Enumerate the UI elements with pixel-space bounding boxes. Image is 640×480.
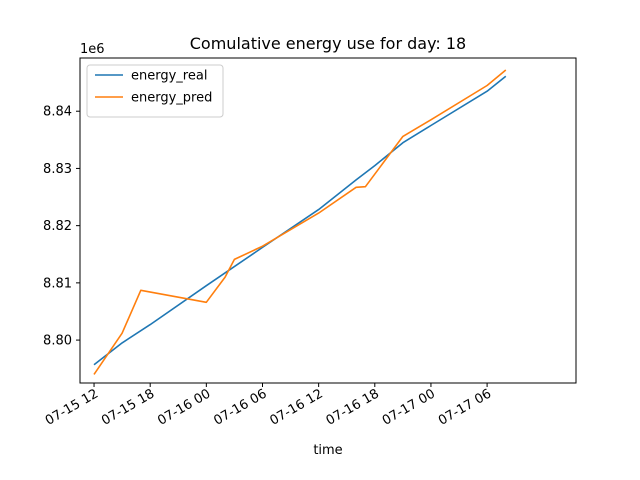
series-line-energy_real — [93, 75, 507, 366]
legend-label-energy_pred: energy_pred — [131, 91, 212, 106]
y-tick-label: 8.83 — [43, 162, 72, 177]
legend-label-energy_real: energy_real — [131, 69, 207, 84]
x-tick-label: 07-15 18 — [99, 386, 157, 428]
series-layer — [93, 69, 507, 375]
x-tick-label: 07-15 12 — [43, 386, 101, 428]
x-tick-label: 07-17 06 — [436, 386, 494, 428]
x-axis-label: time — [313, 443, 342, 458]
x-tick-label: 07-16 00 — [155, 386, 213, 428]
legend-box — [86, 64, 224, 118]
y-offset-label: 1e6 — [80, 42, 105, 57]
x-tick-label: 07-16 12 — [268, 386, 326, 428]
x-tick-label: 07-17 00 — [380, 386, 438, 428]
y-axis: 8.80 8.81 8.82 8.83 8.84 — [43, 105, 80, 349]
x-tick-label: 07-16 18 — [324, 386, 382, 428]
series-line-energy_pred — [93, 69, 507, 375]
x-tick-label: 07-16 06 — [211, 386, 269, 428]
chart-title: Comulative energy use for day: 18 — [190, 34, 466, 53]
plot-frame — [79, 57, 577, 384]
y-tick-label: 8.84 — [43, 105, 72, 120]
legend: energy_real energy_pred — [86, 64, 224, 118]
y-tick-label: 8.82 — [43, 219, 72, 234]
y-tick-label: 8.81 — [43, 276, 72, 291]
y-tick-label: 8.80 — [43, 334, 72, 349]
